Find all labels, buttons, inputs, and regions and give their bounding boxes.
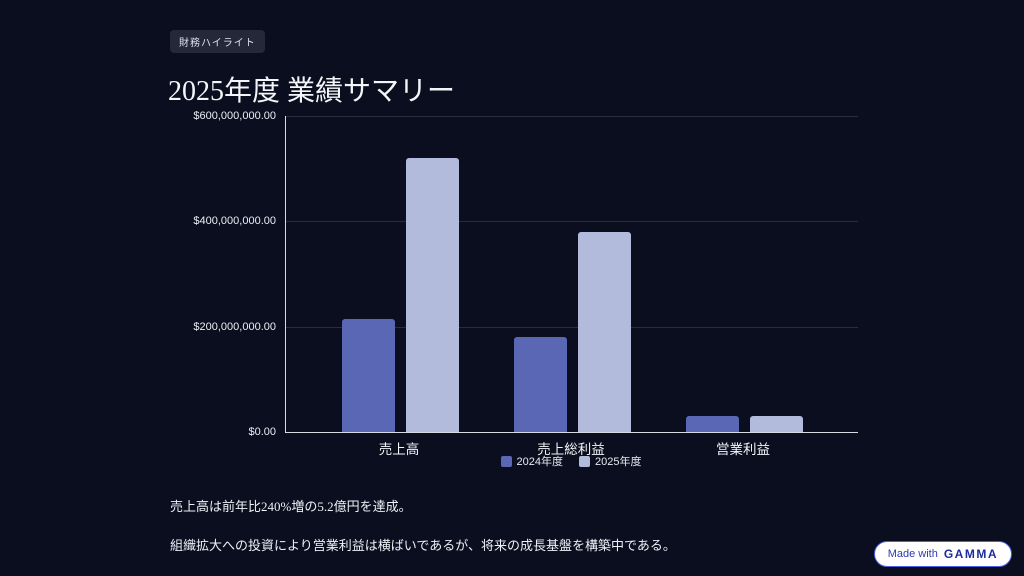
note-line-2: 組織拡大への投資により営業利益は横ばいであるが、将来の成長基盤を構築中である。 xyxy=(170,538,676,553)
gridline xyxy=(286,116,858,117)
page-title: 2025年度 業績サマリー xyxy=(168,75,456,107)
bar-2025年度-売上総利益 xyxy=(577,231,631,432)
gridline xyxy=(286,326,858,328)
x-axis-category-label: 営業利益 xyxy=(716,442,770,457)
bar-group xyxy=(685,116,803,432)
legend-swatch xyxy=(579,455,590,467)
y-axis: $0.00 $200,000,000.00 $400,000,000.00 $600,… xyxy=(170,110,276,438)
gamma-logo: GAMMA xyxy=(943,547,998,561)
made-with-gamma-button[interactable]: Made with GAMMA xyxy=(873,541,1012,567)
bar-2025年度-売上高 xyxy=(405,158,459,432)
legend-label: 2024年度 xyxy=(516,456,563,468)
bar-group xyxy=(341,116,459,432)
y-axis-tick-label: $0.00 xyxy=(248,426,276,438)
legend-item: 2025年度 xyxy=(579,453,641,469)
x-axis: 売上高 売上総利益 営業利益 xyxy=(285,438,857,458)
notes: 売上高は前年比240%増の5.2億円を達成。 組織拡大への投資により営業利益は横… xyxy=(170,496,870,574)
made-with-label: Made with xyxy=(887,548,938,560)
bar-chart: $0.00 $200,000,000.00 $400,000,000.00 $600,… xyxy=(170,110,860,476)
x-axis-category-label: 売上総利益 xyxy=(537,442,605,457)
legend-item: 2024年度 xyxy=(500,453,563,469)
legend-label: 2025年度 xyxy=(595,456,642,468)
x-axis-category-label: 売上高 xyxy=(378,442,420,457)
bar-groups xyxy=(286,116,858,432)
y-axis-tick-label: $400,000,000.00 xyxy=(193,215,276,228)
bar-2024年度-売上高 xyxy=(341,318,395,432)
bar-2025年度-営業利益 xyxy=(749,416,803,432)
bar-group xyxy=(513,116,631,432)
y-axis-tick-label: $600,000,000.00 xyxy=(193,110,276,122)
legend-swatch xyxy=(500,455,512,467)
plot-area xyxy=(285,116,858,433)
chart-legend: 2024年度 2025年度 xyxy=(285,453,857,469)
bar-2024年度-売上総利益 xyxy=(513,337,567,432)
note-line-1: 売上高は前年比240%増の5.2億円を達成。 xyxy=(170,499,412,514)
section-badge: 財務ハイライト xyxy=(170,30,265,53)
bar-2024年度-営業利益 xyxy=(685,416,739,432)
y-axis-tick-label: $200,000,000.00 xyxy=(193,320,276,333)
gridline xyxy=(286,221,858,223)
